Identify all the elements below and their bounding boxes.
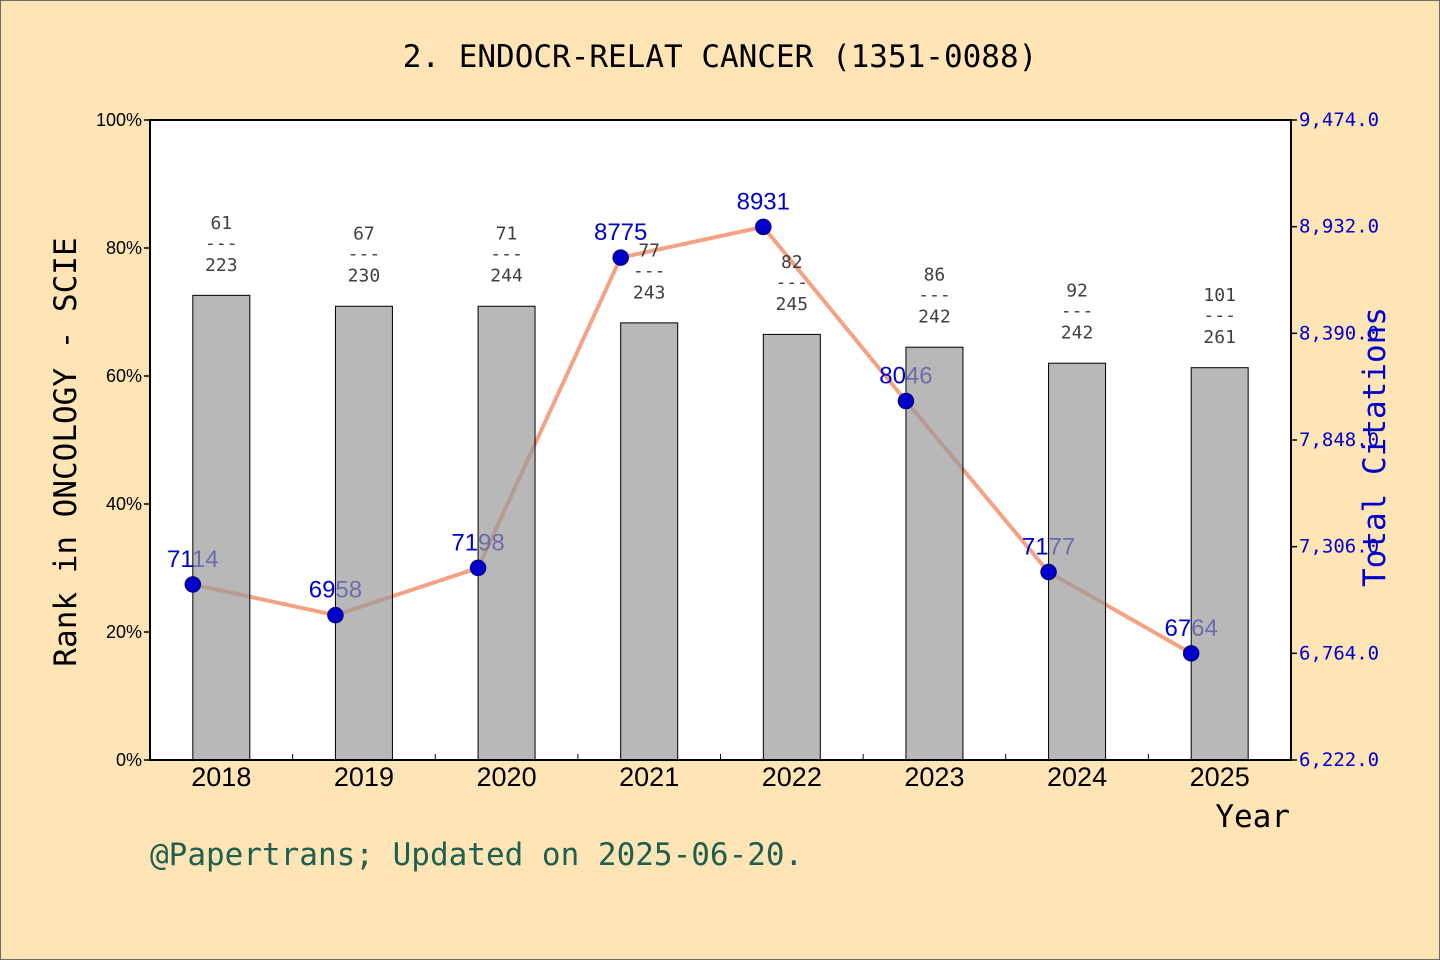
bar-2019 [334, 305, 393, 761]
rank-total-2019: 230 [348, 266, 381, 287]
bar-2018 [192, 294, 251, 761]
rank-separator-2019: --- [348, 244, 381, 265]
rank-total-2024: 242 [1061, 323, 1094, 344]
y-tick-label: 60% [106, 366, 142, 386]
citation-marker-2023 [897, 392, 915, 410]
citations-markers [184, 218, 1200, 662]
rank-separator-2024: --- [1061, 301, 1094, 322]
rank-labels: 61---22367---23071---24477---24382---245… [205, 213, 1236, 348]
bar-2021 [620, 322, 679, 761]
rank-separator-2018: --- [205, 233, 238, 254]
rank-label-2022: 82 [781, 252, 803, 273]
rank-separator-2020: --- [490, 244, 523, 265]
rank-label-2020: 71 [496, 224, 518, 245]
citation-marker-2018 [184, 576, 202, 593]
citation-label-2022: 8931 [737, 188, 790, 215]
x-tick-label: 2019 [334, 762, 394, 792]
rank-total-2020: 244 [490, 266, 523, 287]
bar-2020 [477, 305, 536, 761]
citation-marker-2022 [755, 218, 772, 236]
rank-total-2025: 261 [1203, 327, 1236, 348]
citation-marker-2020 [469, 559, 487, 577]
rank-separator-2022: --- [776, 272, 809, 293]
citation-marker-2019 [327, 606, 344, 624]
citation-marker-2024 [1040, 563, 1057, 581]
x-tick-label: 2025 [1190, 762, 1250, 792]
y2-tick-label: 8,390.0 [1299, 322, 1379, 344]
bar-2024 [1048, 362, 1107, 761]
y-tick-label: 20% [106, 622, 142, 642]
y-tick-label: 100% [96, 110, 142, 130]
bar-2025 [1190, 367, 1249, 761]
bar-2022 [762, 333, 821, 761]
y2-tick-label: 8,932.0 [1299, 216, 1379, 238]
x-tick-label: 2021 [619, 762, 679, 792]
citation-marker-2021 [612, 249, 629, 266]
rank-label-2023: 86 [924, 265, 946, 286]
citation-label-2021: 8775 [594, 219, 647, 246]
footer-note: @Papertrans; Updated on 2025-06-20. [150, 837, 803, 873]
rank-label-2021: 77 [638, 240, 660, 261]
x-axis-title: Year [1215, 799, 1290, 835]
y-tick-label: 80% [106, 238, 142, 258]
y-axis-title: Rank in ONCOLOGY - SCIE [48, 237, 84, 666]
x-tick-label: 2024 [1047, 762, 1107, 792]
rank-separator-2021: --- [633, 260, 666, 281]
chart-title: 2. ENDOCR-RELAT CANCER (1351-0088) [403, 39, 1038, 75]
bar-2023 [905, 346, 964, 761]
rank-label-2018: 61 [210, 213, 232, 234]
rank-separator-2025: --- [1203, 305, 1236, 326]
rank-separator-2023: --- [918, 285, 951, 306]
x-tick-label: 2022 [762, 762, 822, 792]
y2-tick-label: 6,222.0 [1299, 749, 1379, 771]
x-tick-label: 2018 [191, 762, 251, 792]
rank-label-2024: 92 [1066, 281, 1088, 302]
y2-tick-label: 6,764.0 [1299, 642, 1379, 664]
rank-label-2025: 101 [1203, 285, 1236, 306]
rank-total-2022: 245 [776, 294, 809, 315]
axes: 0% 20% 40% 60% 80% 100% 6,222.0 6,764.0 7,306.0 7… [96, 109, 1379, 792]
rank-label-2019: 67 [353, 224, 375, 245]
x-tick-label: 2023 [904, 762, 964, 792]
x-tick-label: 2020 [477, 762, 537, 792]
rank-series [192, 294, 1249, 761]
rank-total-2018: 223 [205, 255, 238, 276]
y2-axis-title: Total Citations [1357, 307, 1393, 587]
y-tick-label: 0% [116, 750, 142, 770]
y-tick-label: 40% [106, 494, 142, 514]
rank-total-2021: 243 [633, 282, 666, 303]
rank-total-2023: 242 [918, 307, 951, 328]
y2-tick-label: 9,474.0 [1299, 109, 1379, 131]
y2-tick-label: 7,306.0 [1299, 536, 1379, 558]
plot-area [150, 120, 1291, 760]
citation-marker-2025 [1182, 645, 1200, 662]
y2-tick-label: 7,848.0 [1299, 429, 1379, 451]
